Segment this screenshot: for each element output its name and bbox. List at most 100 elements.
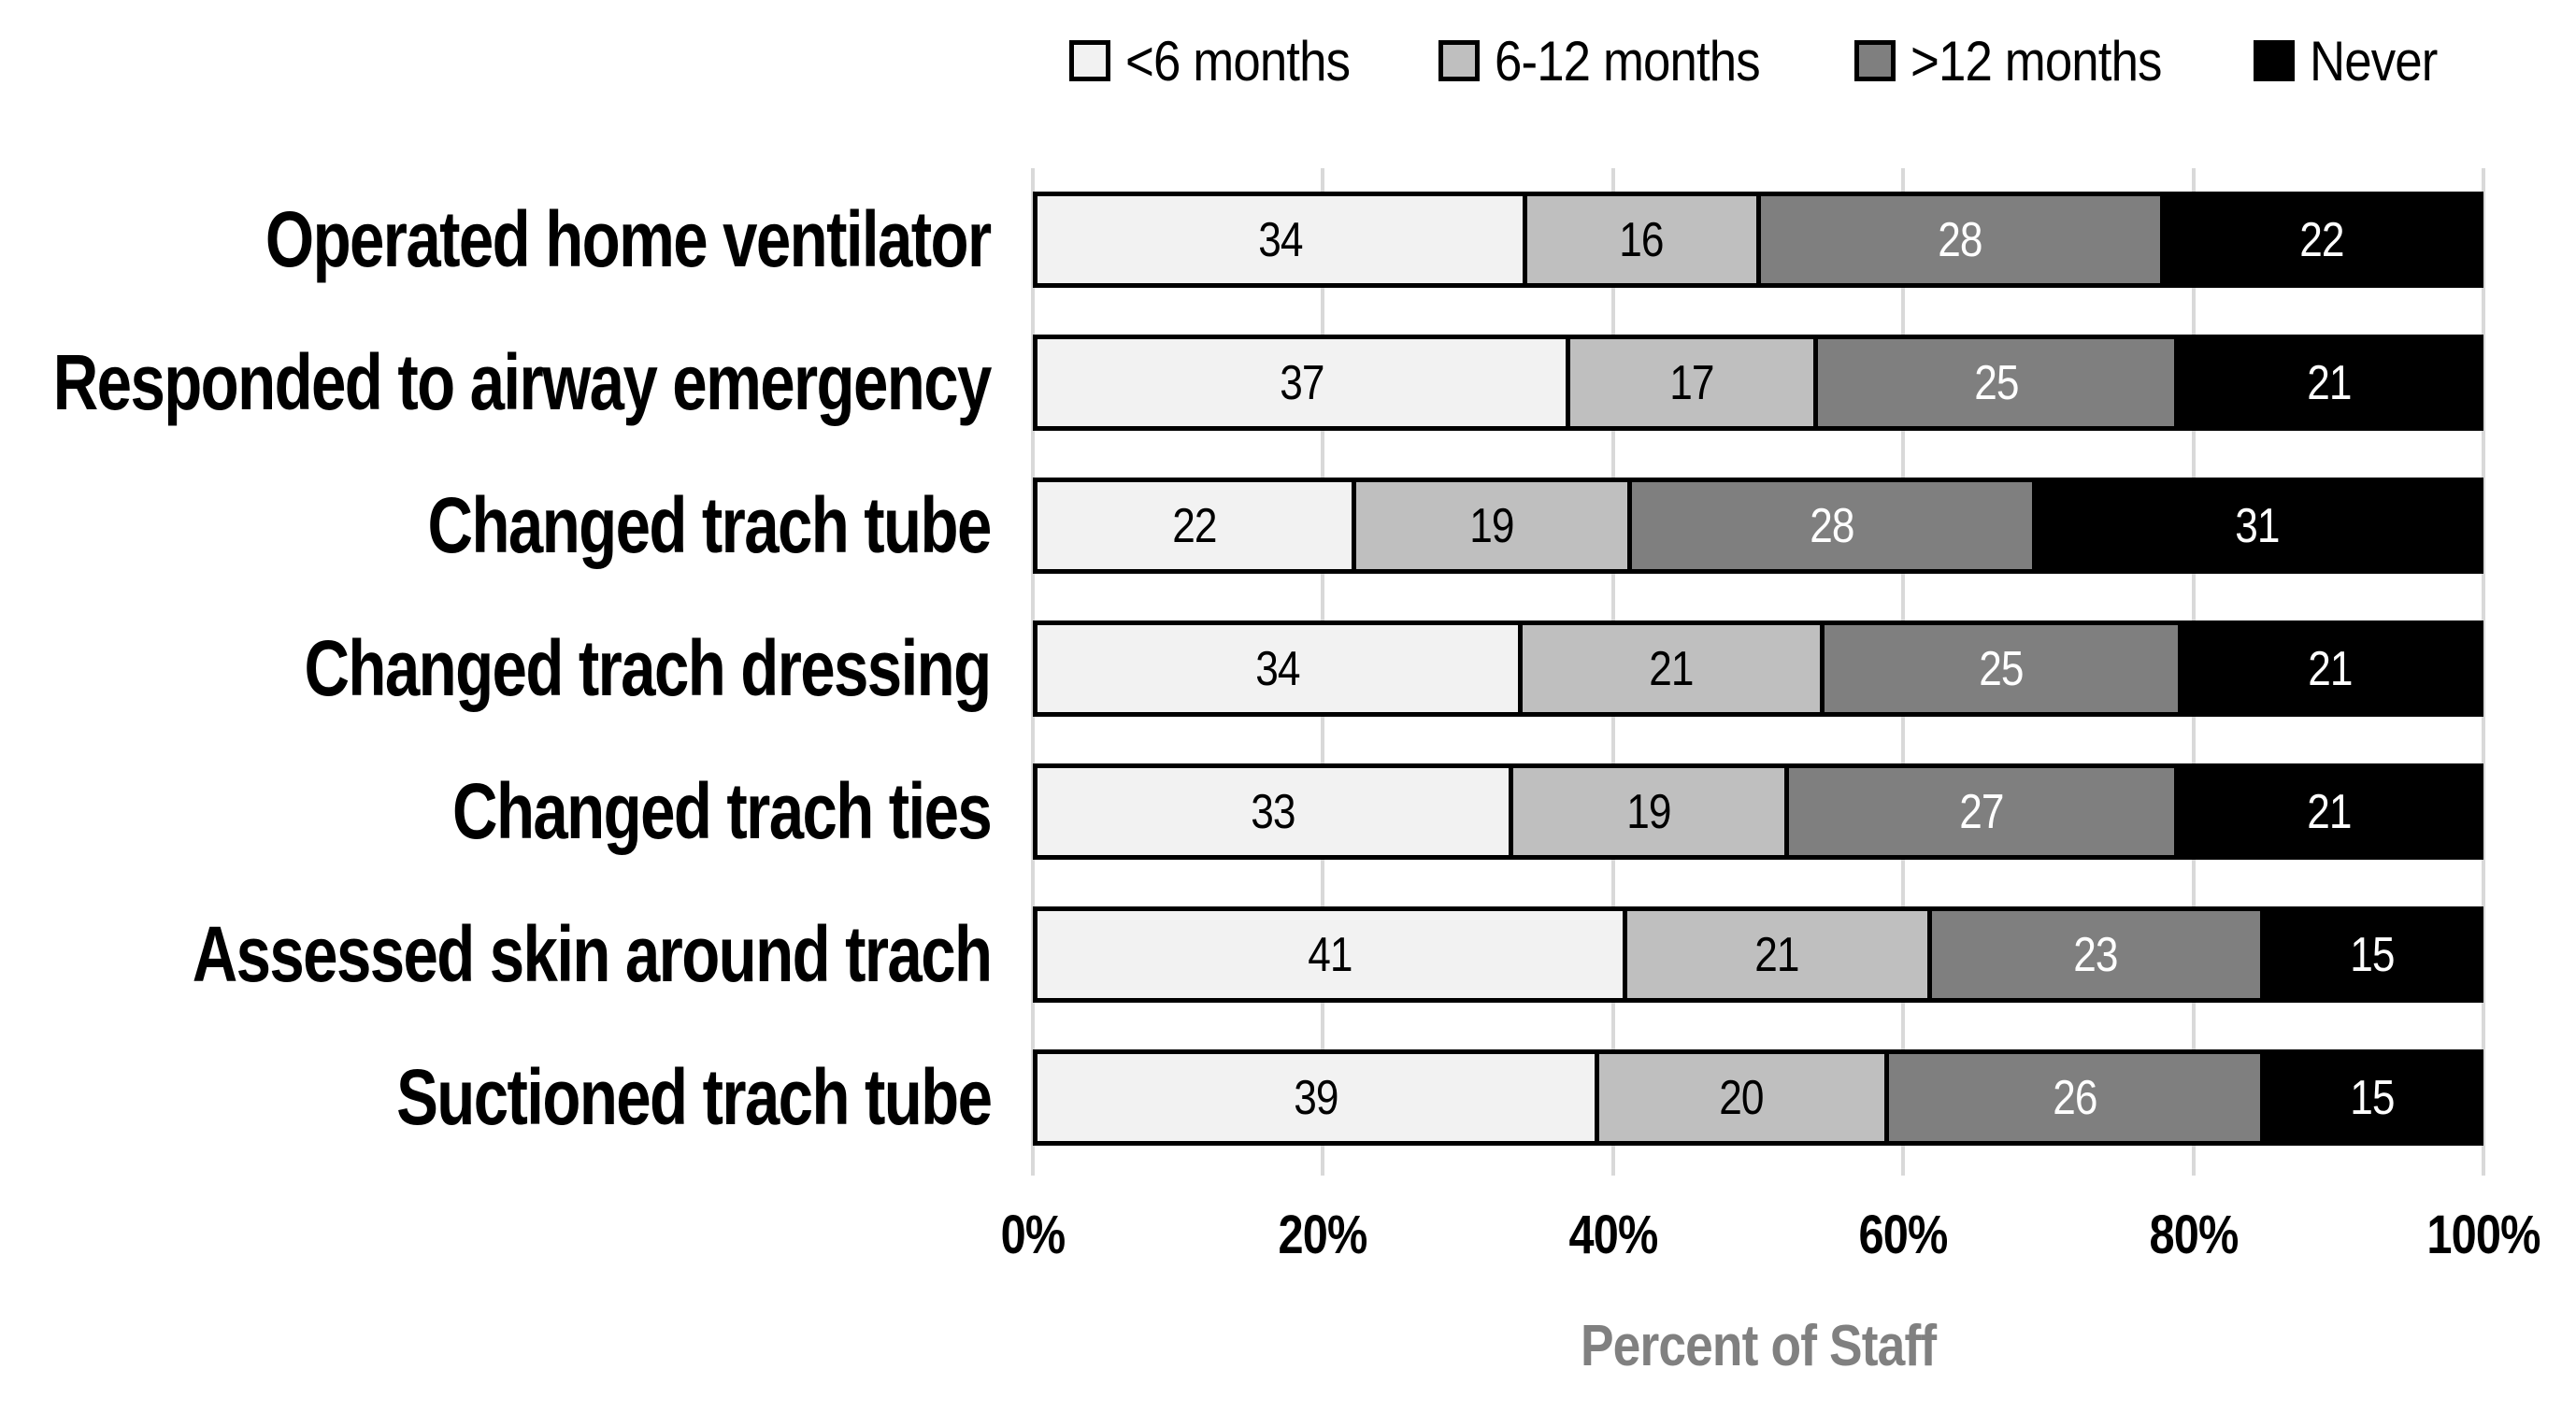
legend-item: >12 months [1853,29,2196,93]
bar-row: 33 19 27 21 [1033,763,2483,860]
category-label-text: Responded to airway emergency [52,338,993,426]
bar-segment: 15 [2259,1049,2483,1146]
category-label-text: Assessed skin around trach [192,910,992,998]
bar-row: 37 17 25 21 [1033,335,2483,431]
legend-swatch-icon [2253,40,2295,81]
legend-label: Never [2309,29,2438,93]
bar-value-label: 26 [2052,1070,2097,1125]
bar-value-label: 15 [2349,927,2395,982]
bar-value-label: 39 [1294,1070,1338,1125]
plot-area: 34 16 28 22 37 17 25 21 22 19 28 31 34 21 25 21 33 19 27 21… [1031,168,2485,1176]
bar-segment: 21 [2174,763,2483,860]
bar-value-label: 21 [1754,927,1800,982]
bar-segment: 22 [1033,478,1356,574]
bar-row: 34 21 25 21 [1033,620,2484,717]
bar-segment: 17 [1565,335,1818,431]
bar-value-label: 28 [1810,498,1854,553]
bar-value-label: 19 [1626,784,1671,839]
x-axis-tick-label: 20% [1278,1205,1368,1265]
legend-item: <6 months [1069,29,1381,93]
bar-value-label: 41 [1308,927,1352,982]
bar-row: 41 21 23 15 [1033,906,2483,1003]
bar-value-label: 15 [2349,1070,2395,1125]
bar-segment: 20 [1594,1049,1889,1146]
category-label: Suctioned trach tube [0,1049,993,1146]
legend-item: 6-12 months [1438,29,1796,93]
legend: <6 months 6-12 months >12 months Never [1033,9,2491,112]
bar-value-label: 20 [1719,1070,1765,1125]
bar-row: 34 16 28 22 [1033,192,2483,288]
category-labels: Operated home ventilator Responded to air… [0,168,993,1176]
legend-label: <6 months [1125,29,1351,93]
x-axis-tick-label: 0% [1000,1205,1066,1265]
x-axis-tick-label: 80% [2149,1205,2239,1265]
category-label-text: Changed trach tube [427,481,993,569]
bar-segment: 21 [1623,906,1932,1003]
bar-segment: 31 [2031,478,2483,574]
bar-segment: 25 [1812,335,2180,431]
bar-segment: 15 [2259,906,2483,1003]
bar-value-label: 19 [1469,498,1514,553]
bar-segment: 19 [1508,763,1790,860]
category-label: Changed trach tube [0,478,993,574]
bar-segment: 27 [1784,763,2180,860]
bar-segment: 21 [2174,335,2483,431]
x-axis-ticks: 0% 20% 40% 60% 80% 100% [1001,1204,2541,1269]
bar-segment: 16 [1523,192,1761,288]
bar-segment: 34 [1033,620,1524,717]
bar-value-label: 21 [1649,641,1694,696]
category-label: Changed trach ties [0,763,993,860]
category-label-text: Changed trach ties [451,767,993,855]
x-axis-tick-label: 100% [2426,1205,2540,1265]
bar-row: 39 20 26 15 [1033,1049,2483,1146]
bar-segment: 25 [1819,620,2182,717]
bar-segment: 34 [1033,192,1528,288]
bar-value-label: 34 [1257,212,1303,267]
x-axis-tick-label: 60% [1858,1205,1949,1265]
bar-segment: 21 [2177,620,2484,717]
category-label: Assessed skin around trach [0,906,992,1003]
legend-swatch-icon [1069,40,1111,81]
category-label: Operated home ventilator [0,192,992,288]
bar-value-label: 21 [2308,641,2354,696]
legend-item: Never [2253,29,2454,93]
bar-segment: 28 [1627,478,2037,574]
category-label-text: Suctioned trach tube [395,1053,993,1141]
bar-row: 22 19 28 31 [1033,478,2483,574]
bar-segment: 26 [1883,1049,2265,1146]
bar-segment: 33 [1033,763,1513,860]
category-label: Responded to airway emergency [0,335,993,431]
legend-label: >12 months [1910,29,2162,93]
category-label-text: Changed trach dressing [304,624,993,712]
bar-value-label: 33 [1251,784,1295,839]
bar-segment: 22 [2160,192,2483,288]
bar-segment: 23 [1926,906,2265,1003]
bar-segment: 21 [1518,620,1825,717]
legend-swatch-icon [1438,40,1481,81]
bar-segment: 41 [1033,906,1628,1003]
bar-value-label: 21 [2306,784,2352,839]
legend-label: 6-12 months [1495,29,1761,93]
bar-segment: 19 [1351,478,1633,574]
bar-value-label: 21 [2306,355,2352,410]
x-axis-tick-label: 40% [1568,1205,1658,1265]
x-axis-title-text: Percent of Staff [1580,1314,1937,1378]
bar-value-label: 27 [1959,784,2004,839]
bar-value-label: 16 [1619,212,1665,267]
bar-value-label: 28 [1938,212,1983,267]
category-label: Changed trach dressing [0,620,993,717]
bar-value-label: 22 [2299,212,2344,267]
bar-segment: 39 [1033,1049,1599,1146]
bar-segment: 28 [1755,192,2166,288]
bar-segment: 37 [1033,335,1570,431]
bar-value-label: 25 [1973,355,2019,410]
category-label-text: Operated home ventilator [265,195,992,283]
legend-swatch-icon [1853,40,1896,81]
bar-value-label: 17 [1669,355,1714,410]
bar-value-label: 25 [1978,641,2024,696]
bar-value-label: 22 [1172,498,1217,553]
bar-value-label: 34 [1255,641,1300,696]
bar-value-label: 31 [2235,498,2281,553]
bar-value-label: 37 [1279,355,1324,410]
